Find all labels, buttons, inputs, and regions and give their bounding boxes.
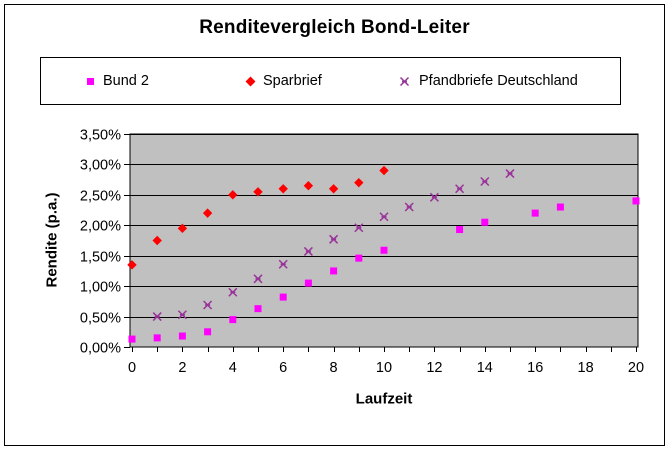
- x-tick-label: 2: [178, 360, 186, 376]
- data-point-pfandbriefe-deutschland: [480, 176, 490, 186]
- data-point-sparbrief: [177, 223, 188, 234]
- data-point-sparbrief: [278, 184, 288, 194]
- data-point-bund-2: [153, 334, 161, 342]
- data-point-bund-2: [330, 267, 338, 275]
- x-star-marker-icon: [399, 76, 410, 86]
- x-tick-label: 16: [527, 360, 543, 376]
- y-tick-label: 2,00%: [80, 219, 121, 235]
- data-point-bund-2: [204, 328, 212, 336]
- legend-label: Sparbrief: [263, 73, 322, 89]
- x-axis-title: Laufzeit: [355, 390, 413, 408]
- legend-box[interactable]: Bund 2 Sparbrief Pfandbriefe Deutschland: [40, 57, 621, 105]
- data-point-pfandbriefe-deutschland: [354, 223, 364, 233]
- data-point-bund-2: [380, 246, 388, 254]
- data-point-bund-2: [481, 218, 489, 226]
- y-tick-label: 0,00%: [80, 341, 121, 357]
- data-point-pfandbriefe-deutschland: [505, 169, 515, 179]
- data-point-bund-2: [556, 203, 564, 211]
- data-point-pfandbriefe-deutschland: [429, 192, 439, 202]
- data-point-bund-2: [632, 197, 640, 205]
- data-point-bund-2: [531, 209, 539, 217]
- data-point-sparbrief: [152, 235, 162, 246]
- x-tick-label: 18: [578, 360, 594, 376]
- y-tick-label: 1,00%: [80, 280, 121, 296]
- x-tick-label: 12: [426, 360, 442, 376]
- legend-label: Bund 2: [103, 73, 149, 89]
- y-tick-label: 1,50%: [80, 250, 121, 266]
- y-tick-label: 0,50%: [80, 311, 121, 327]
- data-point-pfandbriefe-deutschland: [278, 259, 288, 269]
- legend-item-bund-2[interactable]: Bund 2: [87, 58, 149, 104]
- x-tick-label: 6: [279, 360, 287, 376]
- data-point-sparbrief: [303, 181, 314, 191]
- data-point-bund-2: [254, 305, 262, 313]
- x-tick-label: 20: [628, 360, 644, 376]
- data-point-sparbrief: [354, 177, 364, 188]
- data-point-bund-2: [128, 335, 136, 343]
- y-tick-label: 3,00%: [80, 158, 121, 174]
- data-point-bund-2: [229, 316, 237, 324]
- data-point-bund-2: [178, 332, 186, 340]
- data-point-pfandbriefe-deutschland: [455, 184, 465, 194]
- x-tick-label: 8: [330, 360, 338, 376]
- legend-label: Pfandbriefe Deutschland: [419, 73, 578, 89]
- data-point-pfandbriefe-deutschland: [228, 287, 238, 297]
- y-tick-label: 2,50%: [80, 189, 121, 205]
- data-point-pfandbriefe-deutschland: [404, 202, 414, 212]
- data-point-sparbrief: [328, 184, 339, 194]
- data-point-sparbrief: [202, 208, 213, 218]
- data-point-bund-2: [279, 293, 287, 301]
- data-point-sparbrief: [228, 190, 238, 200]
- data-point-pfandbriefe-deutschland: [253, 274, 263, 284]
- y-tick-label: 3,50%: [80, 128, 121, 144]
- data-point-sparbrief: [253, 187, 263, 197]
- x-tick-label: 0: [128, 360, 136, 376]
- legend-item-sparbrief[interactable]: Sparbrief: [245, 58, 322, 104]
- data-point-pfandbriefe-deutschland: [177, 310, 187, 320]
- square-marker-icon: [87, 77, 94, 85]
- data-point-pfandbriefe-deutschland: [329, 234, 339, 244]
- x-tick-label: 4: [229, 360, 237, 376]
- data-point-bund-2: [304, 279, 312, 287]
- data-point-pfandbriefe-deutschland: [203, 300, 213, 310]
- data-point-bund-2: [355, 254, 363, 262]
- data-point-pfandbriefe-deutschland: [303, 246, 313, 256]
- chart-title: Renditevergleich Bond-Leiter: [199, 17, 470, 38]
- legend-item-pfandbriefe[interactable]: Pfandbriefe Deutschland: [399, 58, 578, 104]
- y-axis-title: Rendite (p.a.): [43, 192, 61, 288]
- data-point-bund-2: [456, 226, 464, 234]
- x-tick-label: 10: [376, 360, 392, 376]
- x-tick-label: 14: [477, 360, 493, 376]
- data-point-sparbrief: [379, 165, 389, 176]
- data-point-sparbrief: [127, 260, 137, 270]
- data-point-pfandbriefe-deutschland: [379, 212, 389, 222]
- data-point-pfandbriefe-deutschland: [152, 312, 162, 322]
